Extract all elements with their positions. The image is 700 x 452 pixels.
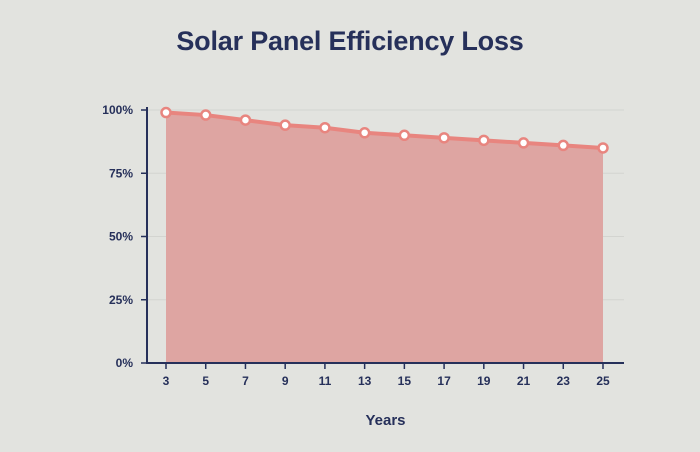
- y-tick-label-4: 100%: [102, 103, 133, 117]
- y-tick-label-0: 0%: [116, 356, 134, 370]
- x-tick-label-11: 25: [596, 374, 610, 388]
- axes: [146, 107, 624, 364]
- chart-title: Solar Panel Efficiency Loss: [176, 26, 524, 56]
- tick-marks: [141, 109, 604, 369]
- x-tick-label-0: 3: [163, 374, 170, 388]
- x-tick-label-5: 13: [358, 374, 372, 388]
- y-tick-label-3: 75%: [109, 166, 133, 180]
- x-tick-label-8: 19: [477, 374, 491, 388]
- x-tick-label-4: 11: [319, 374, 332, 388]
- data-point-2: [239, 114, 252, 126]
- series-line: [165, 110, 604, 150]
- x-tick-label-6: 15: [398, 374, 412, 388]
- data-point-10: [557, 139, 570, 152]
- x-tick-label-1: 5: [202, 374, 209, 388]
- y-tick-label-2: 50%: [109, 230, 133, 244]
- x-tick-label-3: 9: [282, 374, 289, 388]
- data-point-1: [199, 109, 212, 121]
- data-point-4: [319, 121, 331, 134]
- y-tick-label-1: 25%: [109, 293, 133, 307]
- x-tick-label-7: 17: [437, 374, 451, 388]
- data-point-0: [160, 106, 172, 119]
- data-point-8: [478, 134, 490, 147]
- x-tick-label-9: 21: [517, 374, 531, 388]
- data-point-9: [517, 137, 530, 149]
- x-tick-label-10: 23: [557, 374, 571, 388]
- area-fill: [166, 112, 603, 363]
- data-points: [160, 106, 609, 154]
- data-point-7: [438, 132, 450, 144]
- data-point-3: [279, 119, 291, 131]
- x-tick-label-2: 7: [242, 374, 249, 388]
- data-point-5: [358, 127, 371, 139]
- data-point-6: [398, 129, 411, 142]
- data-point-11: [597, 142, 609, 154]
- tick-labels: 3 5 7 9 11 13 15 17 19 21 23 25 0% 25% 50% 75% 100%: [102, 103, 610, 388]
- x-axis-title: Years: [365, 412, 405, 429]
